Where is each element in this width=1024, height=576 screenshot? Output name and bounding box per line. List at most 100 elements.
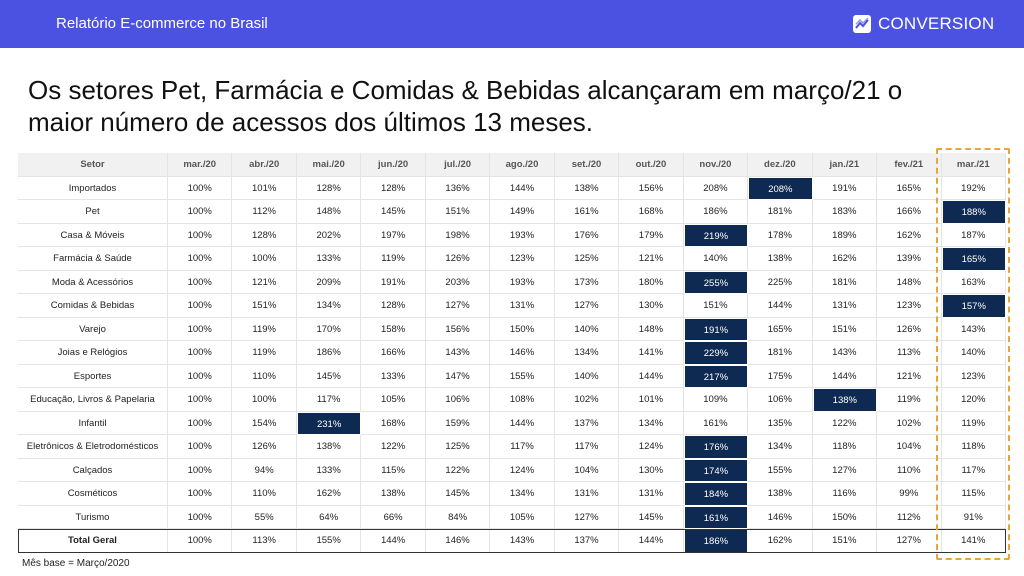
slide-title: Os setores Pet, Farmácia e Comidas & Beb…: [28, 75, 903, 137]
value-cell: 131%: [812, 294, 878, 318]
value-cell: 127%: [554, 505, 620, 529]
value-cell: 124%: [490, 458, 555, 482]
value-cell: 198%: [425, 223, 491, 247]
value-cell: 187%: [941, 223, 1006, 247]
value-cell: 118%: [941, 435, 1006, 459]
value-cell: 255%: [683, 270, 749, 294]
value-cell: 134%: [490, 482, 555, 506]
value-cell: 165%: [748, 317, 813, 341]
value-cell: 100%: [168, 176, 233, 200]
value-cell: 161%: [683, 505, 749, 529]
value-cell: 138%: [554, 176, 620, 200]
row-label: Total Geral: [18, 529, 168, 553]
column-header: mar./20: [168, 153, 233, 177]
value-cell: 113%: [232, 529, 297, 553]
value-cell: 104%: [877, 435, 942, 459]
value-cell: 126%: [232, 435, 297, 459]
value-cell: 178%: [748, 223, 813, 247]
value-cell: 94%: [232, 458, 297, 482]
value-cell: 146%: [490, 341, 555, 365]
value-cell: 183%: [812, 200, 878, 224]
value-cell: 131%: [619, 482, 684, 506]
column-header: mai./20: [296, 153, 362, 177]
value-cell: 134%: [296, 294, 362, 318]
value-cell: 133%: [361, 364, 426, 388]
value-cell: 127%: [554, 294, 620, 318]
value-cell: 151%: [812, 317, 878, 341]
value-cell: 109%: [683, 388, 749, 412]
value-cell: 145%: [361, 200, 426, 224]
value-cell: 112%: [232, 200, 297, 224]
value-cell: 100%: [168, 482, 233, 506]
value-cell: 144%: [748, 294, 813, 318]
value-cell: 144%: [361, 529, 426, 553]
value-cell: 186%: [683, 200, 749, 224]
row-label: Infantil: [18, 411, 168, 435]
value-cell: 113%: [877, 341, 942, 365]
value-cell: 203%: [425, 270, 491, 294]
value-cell: 139%: [877, 247, 942, 271]
value-cell: 104%: [554, 458, 620, 482]
value-cell: 127%: [812, 458, 878, 482]
value-cell: 181%: [812, 270, 878, 294]
value-cell: 179%: [619, 223, 684, 247]
value-cell: 117%: [941, 458, 1006, 482]
value-cell: 119%: [877, 388, 942, 412]
value-cell: 166%: [361, 341, 426, 365]
value-cell: 128%: [296, 176, 362, 200]
value-cell: 100%: [168, 223, 233, 247]
value-cell: 125%: [425, 435, 491, 459]
value-cell: 100%: [168, 529, 233, 553]
value-cell: 191%: [361, 270, 426, 294]
row-label: Importados: [18, 176, 168, 200]
value-cell: 119%: [232, 341, 297, 365]
value-cell: 156%: [619, 176, 684, 200]
value-cell: 148%: [296, 200, 362, 224]
value-cell: 162%: [812, 247, 878, 271]
value-cell: 165%: [941, 247, 1006, 271]
value-cell: 130%: [619, 294, 684, 318]
column-header: jun./20: [361, 153, 426, 177]
value-cell: 123%: [877, 294, 942, 318]
value-cell: 208%: [748, 176, 813, 200]
value-cell: 157%: [941, 294, 1006, 318]
column-header: nov./20: [683, 153, 749, 177]
value-cell: 189%: [812, 223, 878, 247]
value-cell: 127%: [425, 294, 491, 318]
value-cell: 100%: [232, 388, 297, 412]
value-cell: 133%: [296, 247, 362, 271]
value-cell: 208%: [683, 176, 749, 200]
column-header: dez./20: [748, 153, 813, 177]
row-label: Turismo: [18, 505, 168, 529]
value-cell: 100%: [168, 411, 233, 435]
value-cell: 100%: [168, 505, 233, 529]
value-cell: 147%: [425, 364, 491, 388]
value-cell: 184%: [683, 482, 749, 506]
report-name: Relatório E-commerce no Brasil: [56, 15, 268, 32]
value-cell: 117%: [490, 435, 555, 459]
value-cell: 148%: [619, 317, 684, 341]
value-cell: 110%: [232, 364, 297, 388]
column-header: mar./21: [941, 153, 1006, 177]
row-label: Comidas & Bebidas: [18, 294, 168, 318]
value-cell: 219%: [683, 223, 749, 247]
value-cell: 143%: [490, 529, 555, 553]
value-cell: 145%: [619, 505, 684, 529]
value-cell: 106%: [748, 388, 813, 412]
row-label: Educação, Livros & Papelaria: [18, 388, 168, 412]
value-cell: 118%: [812, 435, 878, 459]
value-cell: 144%: [619, 529, 684, 553]
value-cell: 64%: [296, 505, 362, 529]
value-cell: 151%: [683, 294, 749, 318]
value-cell: 138%: [748, 247, 813, 271]
value-cell: 209%: [296, 270, 362, 294]
value-cell: 161%: [554, 200, 620, 224]
value-cell: 193%: [490, 223, 555, 247]
value-cell: 229%: [683, 341, 749, 365]
value-cell: 100%: [168, 364, 233, 388]
value-cell: 134%: [554, 341, 620, 365]
column-header: fev./21: [877, 153, 942, 177]
value-cell: 127%: [877, 529, 942, 553]
value-cell: 138%: [296, 435, 362, 459]
value-cell: 173%: [554, 270, 620, 294]
